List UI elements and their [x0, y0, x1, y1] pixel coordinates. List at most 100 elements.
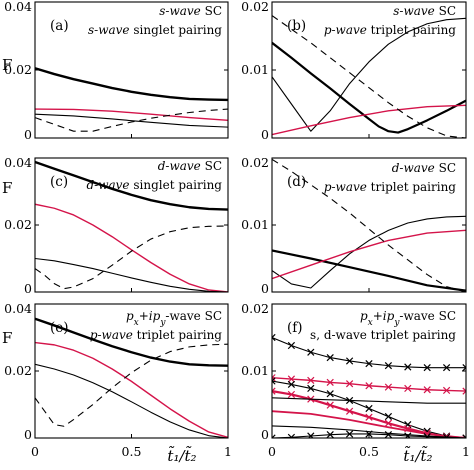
- y-tick-label: 0.02: [241, 155, 269, 170]
- data-point-marker: [287, 390, 296, 399]
- data-point-marker: [345, 380, 354, 388]
- y-tick-label: 0: [261, 427, 269, 442]
- data-point-marker: [272, 374, 276, 382]
- series-line-3: [35, 113, 228, 128]
- data-point-marker: [365, 413, 373, 421]
- y-tick-label: 0: [24, 127, 32, 142]
- panel-label: (e): [50, 320, 69, 336]
- y-tick-label: 0: [261, 127, 269, 142]
- series-line-3: [35, 363, 228, 438]
- data-point-marker: [272, 434, 276, 438]
- data-point-marker: [326, 390, 334, 398]
- panel-c: 0 0.02 0.04 (c) d-wave SC d-wave singlet pair…: [4, 155, 229, 296]
- x-tick-label: 0: [31, 444, 39, 459]
- panel-annotation-material: px+ipy-wave SC: [360, 309, 456, 328]
- data-point-marker: [423, 386, 431, 394]
- series-line-2: [35, 203, 228, 292]
- series-line-1: [272, 249, 466, 292]
- data-point-marker: [326, 431, 334, 438]
- panel-annotation-pairing: d-wave singlet pairing: [86, 178, 222, 192]
- y-tick-label: 0.02: [4, 217, 32, 232]
- y-tick-label: 0.04: [4, 155, 32, 170]
- y-tick-label: 0.04: [4, 0, 32, 14]
- series-line-4: [272, 390, 466, 438]
- series-line-2: [272, 215, 466, 289]
- data-point-marker: [345, 430, 354, 438]
- panel-a: 0 0.02 0.04 (a) s-wave SC s-wave singlet pair…: [4, 0, 229, 142]
- series-line-5: [272, 397, 466, 404]
- panel-label: (d): [287, 174, 306, 190]
- series-line-4: [272, 15, 466, 138]
- data-point-marker: [307, 432, 315, 438]
- data-point-marker: [272, 377, 276, 385]
- panel-label: (a): [50, 18, 69, 34]
- panel-b: 0 0.01 0.02 (b) s-wave SC p-wave triplet pair…: [241, 0, 467, 142]
- series-line-6: [272, 410, 466, 438]
- y-axis-label: F: [2, 329, 12, 347]
- y-tick-label: 0: [261, 281, 269, 296]
- panel-label: (f): [287, 320, 303, 336]
- panel-f: 0 0.01 0.02 (f) px+ipy-wave SCs, d-wave trip…: [241, 301, 467, 442]
- series-line-3: [272, 229, 466, 280]
- series-line-1: [35, 160, 228, 211]
- x-tick-label: 0.5: [122, 444, 142, 459]
- y-tick-label: 0.02: [4, 62, 32, 77]
- data-point-marker: [326, 353, 334, 362]
- data-point-marker: [384, 419, 393, 427]
- data-point-marker: [462, 387, 466, 395]
- panel-annotation-material: s-wave SC: [159, 4, 222, 18]
- series-line-2: [272, 17, 466, 132]
- y-tick-label: 0.02: [241, 301, 269, 316]
- series-line-3: [272, 104, 466, 136]
- x-axis-label: t̃₁/t̃₂: [167, 446, 196, 465]
- y-tick-label: 0: [24, 281, 32, 296]
- data-point-marker: [326, 378, 334, 387]
- x-tick-label: 0.5: [359, 444, 379, 459]
- panel-annotation-pairing: s-wave singlet pairing: [88, 23, 222, 37]
- x-tick-label: 1: [462, 444, 470, 459]
- panel-label: (b): [287, 18, 306, 34]
- series-line-7: [272, 425, 466, 438]
- series-line-4: [272, 158, 466, 292]
- data-point-marker: [384, 362, 393, 370]
- x-axis-label: t̃₁/t̃₂: [403, 446, 432, 465]
- data-point-marker: [423, 364, 431, 372]
- y-axis-label: F: [2, 56, 12, 74]
- data-point-marker: [365, 360, 373, 368]
- data-point-marker: [287, 341, 296, 350]
- panel-label: (c): [50, 174, 68, 190]
- series-line-4: [35, 343, 228, 427]
- y-tick-label: 0: [24, 427, 32, 442]
- data-point-marker: [345, 357, 354, 365]
- data-point-marker: [272, 333, 276, 342]
- data-point-marker: [442, 364, 451, 372]
- data-point-marker: [287, 375, 296, 383]
- data-point-marker: [462, 434, 466, 438]
- data-point-marker: [287, 380, 296, 389]
- data-point-marker: [404, 384, 412, 393]
- data-point-marker: [326, 401, 334, 409]
- data-point-marker: [442, 433, 451, 438]
- data-point-marker: [404, 363, 412, 371]
- series-line-2: [35, 341, 228, 438]
- panel-annotation-pairing: s, d-wave triplet pairing: [310, 328, 456, 342]
- data-point-marker: [384, 412, 393, 421]
- panel-annotation-material: px+ipy-wave SC: [126, 309, 222, 328]
- panel-annotation-pairing: p-wave triplet pairing: [324, 180, 456, 194]
- panel-annotation-pairing: p-wave triplet pairing: [90, 328, 222, 342]
- data-point-marker: [384, 431, 393, 438]
- series-line-4: [35, 225, 228, 290]
- data-point-marker: [423, 433, 431, 438]
- series-line-1: [35, 317, 228, 367]
- data-point-marker: [384, 383, 393, 391]
- data-point-marker: [365, 382, 373, 390]
- data-point-marker: [365, 430, 373, 438]
- data-point-marker: [307, 376, 315, 385]
- panel-d: 0 0.01 0.02 (d) d-wave SC p-wave triplet pair…: [241, 155, 467, 296]
- panel-annotation-material: d-wave SC: [392, 161, 456, 175]
- data-point-marker: [272, 387, 276, 395]
- panel-annotation-material: s-wave SC: [393, 4, 456, 18]
- series-line-1: [35, 67, 228, 102]
- data-point-marker: [404, 432, 412, 438]
